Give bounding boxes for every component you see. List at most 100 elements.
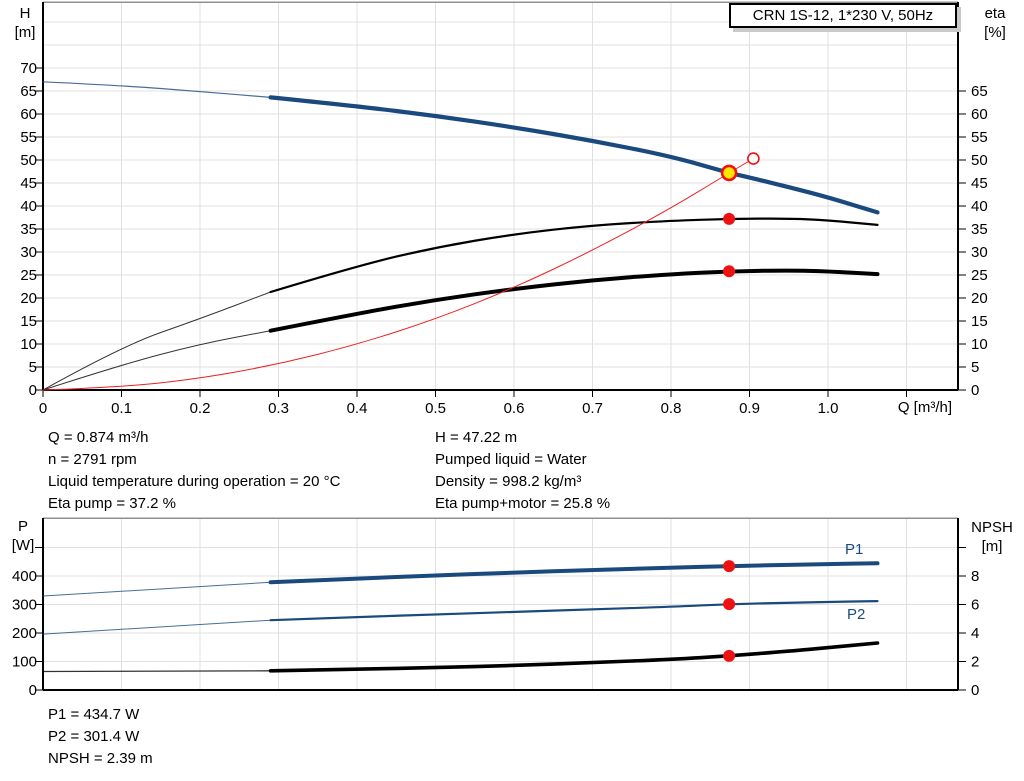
y-tick-label-right: 4 bbox=[971, 625, 979, 642]
y-tick-label-right: 65 bbox=[971, 83, 988, 100]
npsh-axis-title-unit: [m] bbox=[981, 538, 1003, 555]
eta-axis-title-symbol: eta bbox=[984, 5, 1006, 22]
P2-curve bbox=[269, 600, 879, 622]
p1-point-marker bbox=[723, 560, 736, 573]
y-tick-label-left: 400 bbox=[12, 568, 37, 585]
x-tick-label: 1.0 bbox=[818, 400, 839, 417]
y-tick-label-right: 55 bbox=[971, 129, 988, 146]
npsh-axis-title: NPSH [m] bbox=[963, 518, 1021, 556]
NPSH-curve-extension bbox=[42, 670, 272, 673]
x-tick-label: 0.7 bbox=[582, 400, 603, 417]
y-tick-label-left: 65 bbox=[20, 83, 37, 100]
eta-pump-curve-extension bbox=[42, 291, 272, 391]
h-axis-title-symbol: H bbox=[19, 5, 31, 22]
x-tick-label: 0.2 bbox=[190, 400, 211, 417]
eta-pump-motor-point-marker bbox=[723, 265, 736, 278]
eta-pump-point-marker bbox=[723, 212, 736, 225]
pump-title-box: CRN 1S-12, 1*230 V, 50Hz bbox=[729, 3, 957, 28]
p-axis-title: P [W] bbox=[3, 517, 43, 555]
y-tick-label-right: 40 bbox=[971, 198, 988, 215]
y-tick-label-right: 60 bbox=[971, 106, 988, 123]
y-tick-label-left: 55 bbox=[20, 129, 37, 146]
system-curve-curve bbox=[42, 158, 754, 391]
operating-data-right: H = 47.22 m Pumped liquid = Water Densit… bbox=[435, 427, 610, 515]
power-npsh-data: P1 = 434.7 W P2 = 301.4 W NPSH = 2.39 m bbox=[48, 704, 153, 770]
y-tick-label-right: 5 bbox=[971, 359, 979, 376]
npsh-point-marker bbox=[723, 649, 736, 662]
y-tick-label-right: 20 bbox=[971, 290, 988, 307]
y-tick-label-left: 100 bbox=[12, 654, 37, 671]
q-axis-title: Q [m³/h] bbox=[897, 399, 952, 416]
head-curve bbox=[268, 95, 880, 215]
y-tick-label-left: 0 bbox=[29, 382, 37, 399]
y-tick-label-right: 6 bbox=[971, 597, 979, 614]
info-line-p1: P1 = 434.7 W bbox=[48, 706, 140, 723]
eta-axis-title-unit: [%] bbox=[984, 24, 1006, 41]
y-tick-label-left: 20 bbox=[20, 290, 37, 307]
p2-point-marker bbox=[723, 598, 736, 611]
x-tick-label: 0.5 bbox=[425, 400, 446, 417]
y-tick-label-right: 35 bbox=[971, 221, 988, 238]
P1-curve bbox=[268, 561, 880, 585]
operating-data-left: Q = 0.874 m³/h n = 2791 rpm Liquid tempe… bbox=[48, 427, 340, 515]
head-curve-extension bbox=[42, 81, 272, 98]
y-tick-label-left: 60 bbox=[20, 106, 37, 123]
info-line-eta-total: Eta pump+motor = 25.8 % bbox=[435, 495, 611, 512]
info-line-liquid: Pumped liquid = Water bbox=[435, 451, 587, 468]
info-line-p2: P2 = 301.4 W bbox=[48, 728, 140, 745]
y-tick-label-right: 10 bbox=[971, 336, 988, 353]
P1-curve-extension bbox=[42, 581, 272, 597]
rated-point-marker bbox=[747, 152, 760, 165]
y-tick-label-left: 35 bbox=[20, 221, 37, 238]
p-axis-title-symbol: P bbox=[17, 518, 28, 535]
y-tick-label-right: 30 bbox=[971, 244, 988, 261]
y-tick-label-left: 5 bbox=[29, 359, 37, 376]
y-tick-label-left: 50 bbox=[20, 152, 37, 169]
eta-pump-curve bbox=[269, 217, 879, 294]
h-axis-title: H [m] bbox=[6, 4, 44, 42]
h-axis-title-unit: [m] bbox=[14, 24, 36, 41]
y-tick-label-left: 25 bbox=[20, 267, 37, 284]
x-tick-label: 0 bbox=[39, 400, 47, 417]
y-tick-label-right: 45 bbox=[971, 175, 988, 192]
y-tick-label-left: 200 bbox=[12, 625, 37, 642]
info-line-q: Q = 0.874 m³/h bbox=[48, 429, 149, 446]
x-tick-label: 0.3 bbox=[268, 400, 289, 417]
eta-axis-title: eta [%] bbox=[972, 4, 1018, 42]
npsh-axis-title-symbol: NPSH bbox=[971, 519, 1013, 536]
y-tick-label-right: 2 bbox=[971, 654, 979, 671]
y-tick-label-left: 45 bbox=[20, 175, 37, 192]
info-line-speed: n = 2791 rpm bbox=[48, 451, 137, 468]
eta-pump-motor-curve bbox=[268, 268, 880, 333]
p1-curve-label: P1 bbox=[845, 541, 864, 558]
p-axis-title-unit: [W] bbox=[11, 537, 35, 554]
y-tick-label-left: 0 bbox=[29, 682, 37, 699]
y-tick-label-left: 15 bbox=[20, 313, 37, 330]
y-tick-label-left: 300 bbox=[12, 597, 37, 614]
x-tick-label: 0.1 bbox=[111, 400, 132, 417]
y-tick-label-right: 0 bbox=[971, 382, 979, 399]
info-line-npsh: NPSH = 2.39 m bbox=[48, 750, 153, 767]
y-tick-label-right: 8 bbox=[971, 568, 979, 585]
eta-pump-motor-curve-extension bbox=[42, 330, 272, 391]
y-tick-label-right: 0 bbox=[971, 682, 979, 699]
x-tick-label: 0.8 bbox=[661, 400, 682, 417]
info-line-eta-pump: Eta pump = 37.2 % bbox=[48, 495, 176, 512]
y-tick-label-left: 30 bbox=[20, 244, 37, 261]
pump-title-text: CRN 1S-12, 1*230 V, 50Hz bbox=[752, 7, 934, 24]
p2-curve-label: P2 bbox=[847, 606, 866, 623]
x-tick-label: 0.9 bbox=[739, 400, 760, 417]
y-tick-label-right: 50 bbox=[971, 152, 988, 169]
NPSH-curve bbox=[268, 641, 880, 673]
info-line-density: Density = 998.2 kg/m³ bbox=[435, 473, 582, 490]
y-tick-label-left: 10 bbox=[20, 336, 37, 353]
x-tick-label: 0.6 bbox=[504, 400, 525, 417]
info-line-temperature: Liquid temperature during operation = 20… bbox=[48, 473, 341, 490]
y-tick-label-left: 70 bbox=[20, 60, 37, 77]
info-line-head: H = 47.22 m bbox=[435, 429, 518, 446]
y-tick-label-left: 40 bbox=[20, 198, 37, 215]
P2-curve-extension bbox=[42, 619, 272, 635]
duty-point-marker bbox=[720, 164, 738, 182]
